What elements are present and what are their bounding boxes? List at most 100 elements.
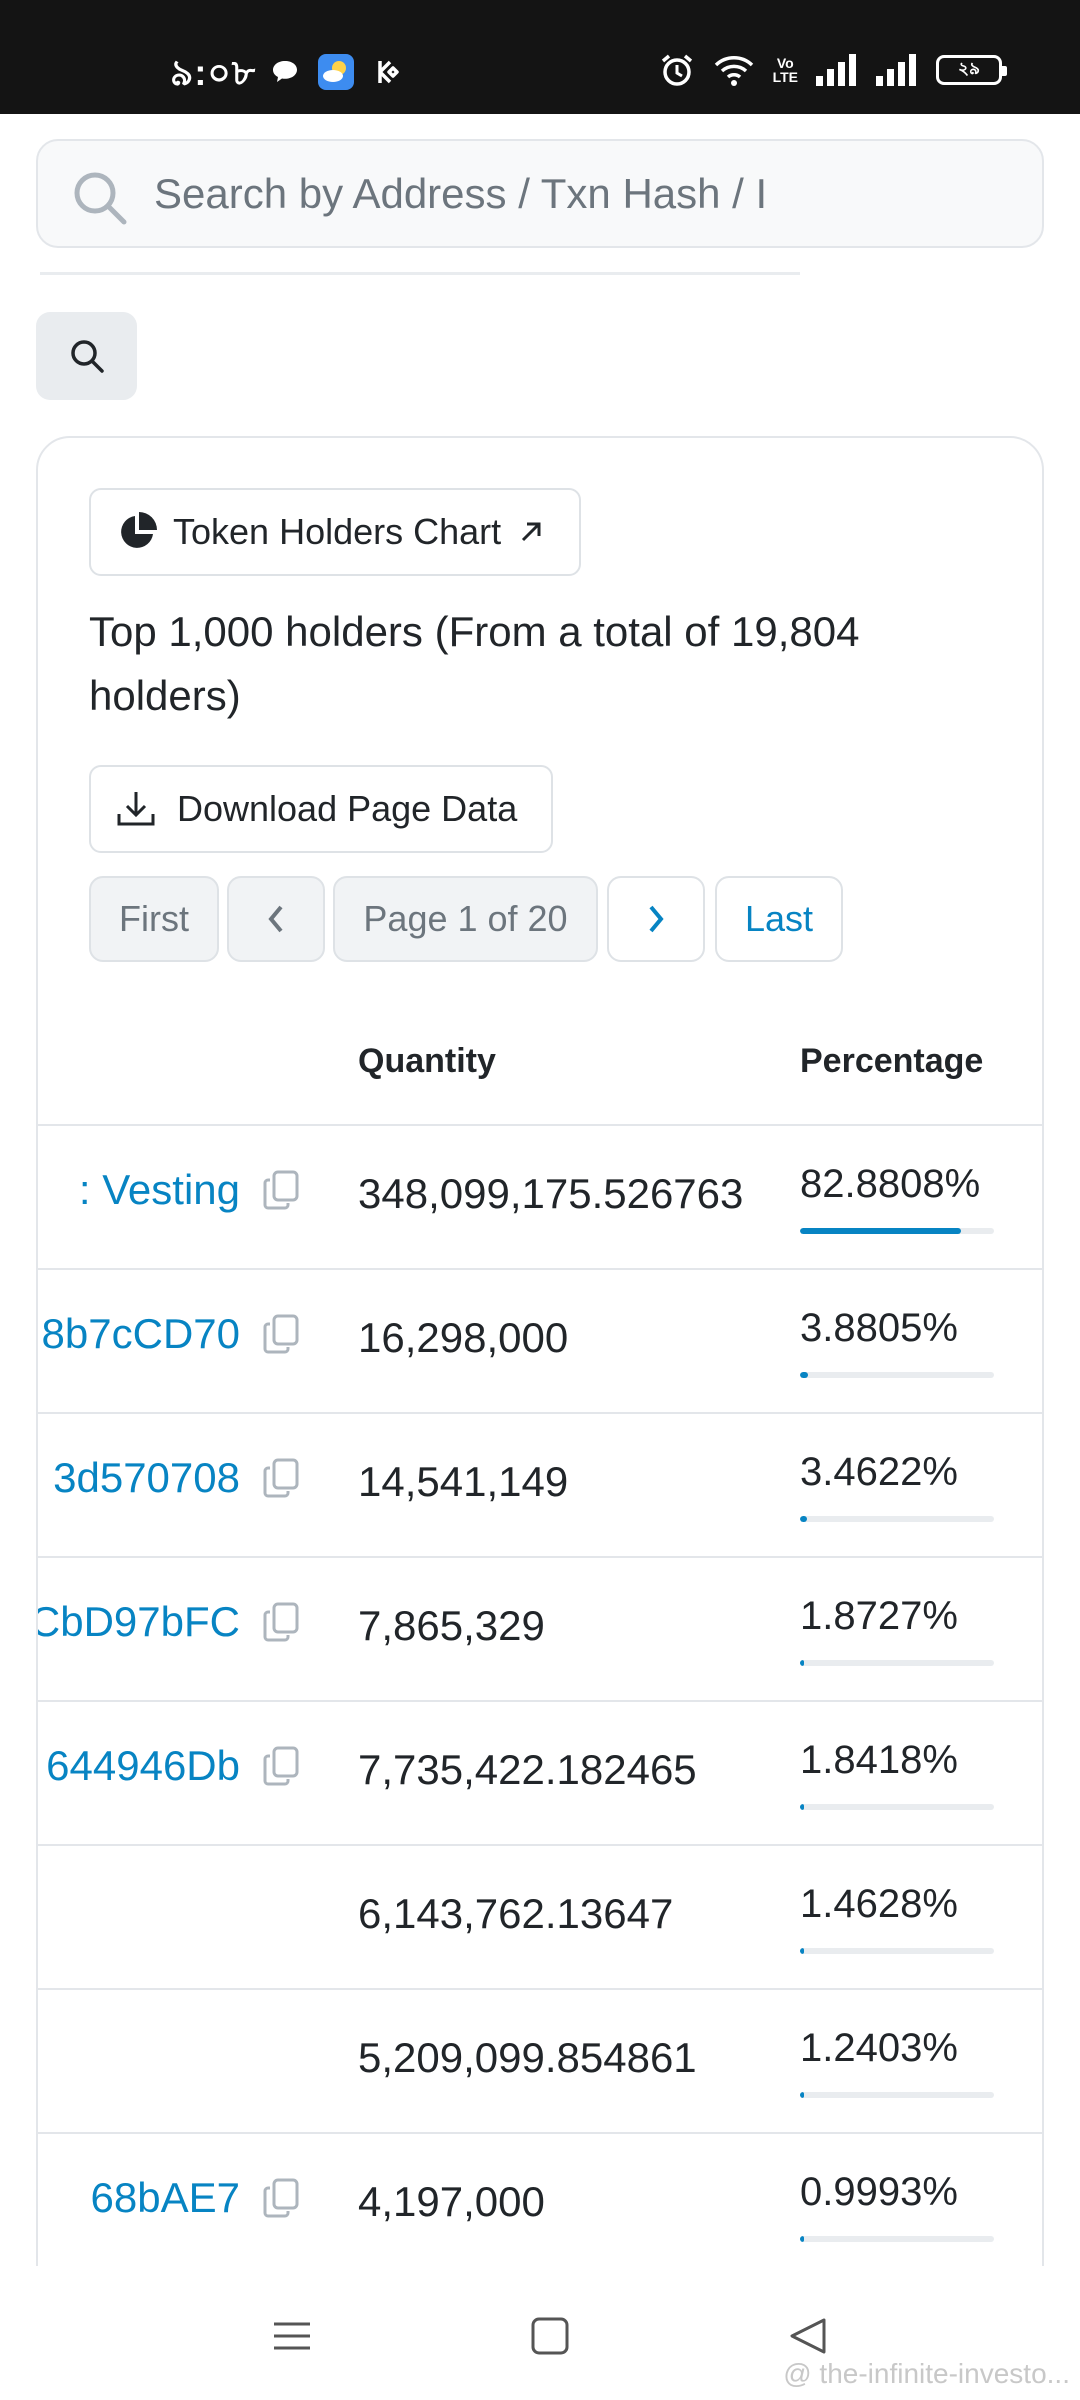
- download-page-data-button[interactable]: Download Page Data: [89, 765, 553, 853]
- holder-address-link[interactable]: 8b7cCD70: [41, 1310, 240, 1357]
- wifi-icon: [714, 56, 753, 86]
- notification-icons: [270, 52, 402, 92]
- next-page-button[interactable]: [607, 876, 705, 962]
- percentage-bar-fill: [800, 2236, 805, 2242]
- column-header-quantity: Quantity: [358, 1042, 496, 1080]
- row-divider: [38, 1556, 1042, 1558]
- weather-icon: [318, 54, 354, 90]
- percentage-bar: [800, 1372, 994, 1378]
- percentage-bar: [800, 1660, 994, 1666]
- divider: [40, 272, 800, 275]
- holder-address-link[interactable]: 3d570708: [53, 1454, 240, 1501]
- quantity-cell: 14,541,149: [358, 1458, 569, 1505]
- row-divider: [38, 1844, 1042, 1846]
- holder-address-link[interactable]: : Vesting: [78, 1166, 240, 1213]
- signal-icon: [816, 54, 856, 86]
- quantity-cell: 7,865,329: [358, 1602, 545, 1649]
- holder-address-cell: : Vesting: [79, 1166, 300, 1214]
- search-input[interactable]: [154, 161, 1014, 227]
- download-icon: [117, 792, 155, 826]
- holder-address-link[interactable]: 68bAE7: [90, 2174, 240, 2221]
- quantity-cell: 6,143,762.13647: [358, 1890, 674, 1937]
- percentage-bar-fill: [800, 1804, 805, 1810]
- home-square-icon[interactable]: [530, 2316, 570, 2356]
- percentage-cell: 3.8805%: [800, 1306, 958, 1350]
- token-holders-card: Token Holders Chart Top 1,000 holders (F…: [36, 436, 1044, 2400]
- header-divider: [38, 1124, 1042, 1126]
- search-icon: [70, 340, 104, 373]
- percentage-bar: [800, 1516, 994, 1522]
- pie-chart-icon: [121, 512, 157, 548]
- percentage-bar: [800, 1804, 994, 1810]
- row-divider: [38, 1268, 1042, 1270]
- percentage-cell: 1.8418%: [800, 1738, 958, 1782]
- percentage-cell: 1.8727%: [800, 1594, 958, 1638]
- percentage-bar-fill: [800, 1948, 805, 1954]
- percentage-bar-fill: [800, 2092, 805, 2098]
- holder-address-cell: CbD97bFC: [36, 1598, 300, 1646]
- copy-icon[interactable]: [262, 1313, 300, 1355]
- holder-address-cell: 8b7cCD70: [42, 1310, 300, 1358]
- holder-address-link[interactable]: CbD97bFC: [36, 1598, 240, 1645]
- external-link-icon: [522, 522, 541, 542]
- copy-icon[interactable]: [262, 1601, 300, 1643]
- holders-summary: Top 1,000 holders (From a total of 19,80…: [89, 608, 860, 719]
- percentage-cell: 1.2403%: [800, 2026, 958, 2070]
- download-label: Download Page Data: [177, 788, 518, 829]
- percentage-bar: [800, 2236, 994, 2242]
- chart-button-label: Token Holders Chart: [173, 511, 502, 552]
- prev-page-button[interactable]: [227, 876, 325, 962]
- quantity-cell: 4,197,000: [358, 2178, 545, 2225]
- back-triangle-icon[interactable]: [788, 2316, 828, 2356]
- percentage-bar-fill: [800, 1660, 805, 1666]
- status-bar: ৯:০৮ Vo LTE ২৯: [0, 0, 1080, 114]
- copy-icon[interactable]: [262, 1169, 300, 1211]
- percentage-bar: [800, 2092, 994, 2098]
- last-label: Last: [744, 898, 814, 939]
- holder-address-cell: 644946Db: [46, 1742, 300, 1790]
- first-label: First: [119, 898, 189, 939]
- search-button[interactable]: [36, 312, 137, 400]
- copy-icon[interactable]: [262, 2177, 300, 2219]
- system-icons: Vo LTE ২৯: [659, 50, 1007, 90]
- battery-level: ২৯: [957, 59, 981, 78]
- holder-address-cell: 3d570708: [53, 1454, 300, 1502]
- quantity-cell: 348,099,175.526763: [358, 1170, 744, 1217]
- copy-icon[interactable]: [262, 1745, 300, 1787]
- signal-icon: [876, 54, 916, 86]
- watermark: @ the-infinite-investo...: [783, 2358, 1070, 2389]
- row-divider: [38, 1700, 1042, 1702]
- percentage-bar-fill: [800, 1372, 808, 1378]
- percentage-cell: 0.9993%: [800, 2170, 958, 2214]
- page-label: Page 1 of 20: [363, 898, 568, 939]
- first-page-button[interactable]: First: [89, 876, 219, 962]
- menu-icon[interactable]: [272, 2316, 312, 2356]
- copy-icon[interactable]: [262, 1457, 300, 1499]
- page-indicator: Page 1 of 20: [333, 876, 598, 962]
- percentage-bar: [800, 1228, 994, 1234]
- last-page-button[interactable]: Last: [715, 876, 843, 962]
- quantity-cell: 5,209,099.854861: [358, 2034, 697, 2081]
- row-divider: [38, 2132, 1042, 2134]
- status-time: ৯:০৮: [170, 52, 257, 93]
- percentage-cell: 82.8808%: [800, 1162, 981, 1206]
- search-icon: [74, 172, 127, 225]
- percentage-bar-fill: [800, 1516, 807, 1522]
- percentage-bar-fill: [800, 1228, 961, 1234]
- row-divider: [38, 1988, 1042, 1990]
- volte-icon: Vo LTE: [772, 55, 798, 85]
- chat-bubble-icon: [273, 61, 297, 82]
- column-header-percentage: Percentage: [800, 1042, 984, 1080]
- token-holders-chart-button[interactable]: Token Holders Chart: [89, 488, 581, 576]
- holder-address-link[interactable]: 644946Db: [46, 1742, 240, 1789]
- percentage-cell: 1.4628%: [800, 1882, 958, 1926]
- percentage-bar: [800, 1948, 994, 1954]
- chevron-left-icon: [268, 905, 283, 933]
- holder-address-cell: 68bAE7: [91, 2174, 300, 2222]
- kucoin-icon: [378, 60, 399, 84]
- chevron-right-icon: [649, 905, 664, 933]
- system-nav-bar: @ the-infinite-investo...: [0, 2266, 1080, 2400]
- row-divider: [38, 1412, 1042, 1414]
- search-bar[interactable]: [36, 139, 1044, 248]
- percentage-cell: 3.4622%: [800, 1450, 958, 1494]
